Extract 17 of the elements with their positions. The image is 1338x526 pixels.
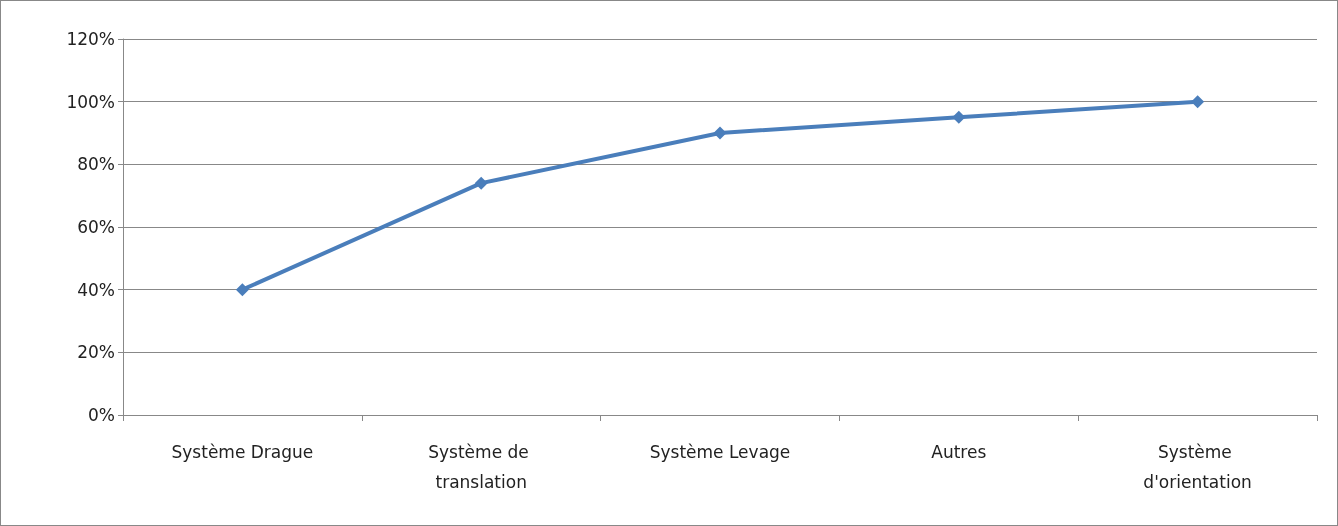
y-tick-label: 80%	[77, 154, 115, 175]
y-tick-label: 100%	[66, 91, 115, 112]
y-tick-label: 60%	[77, 217, 115, 237]
x-tick-label: Autres	[931, 442, 987, 462]
x-tick-label: Système Drague	[171, 442, 314, 462]
x-tick-label: Système d'orientation	[1143, 442, 1252, 492]
point	[1191, 95, 1205, 109]
x-tick-label: Système de translation	[428, 442, 535, 492]
point	[474, 176, 488, 190]
y-tick-label: 120%	[66, 29, 115, 49]
y-tick-label: 0%	[88, 405, 115, 425]
point	[713, 126, 727, 140]
y-tick-label: 20%	[77, 342, 115, 363]
point	[952, 110, 966, 124]
point	[235, 283, 249, 297]
x-tick-label: Système Levage	[649, 442, 791, 462]
y-tick-label: 40%	[77, 279, 115, 300]
